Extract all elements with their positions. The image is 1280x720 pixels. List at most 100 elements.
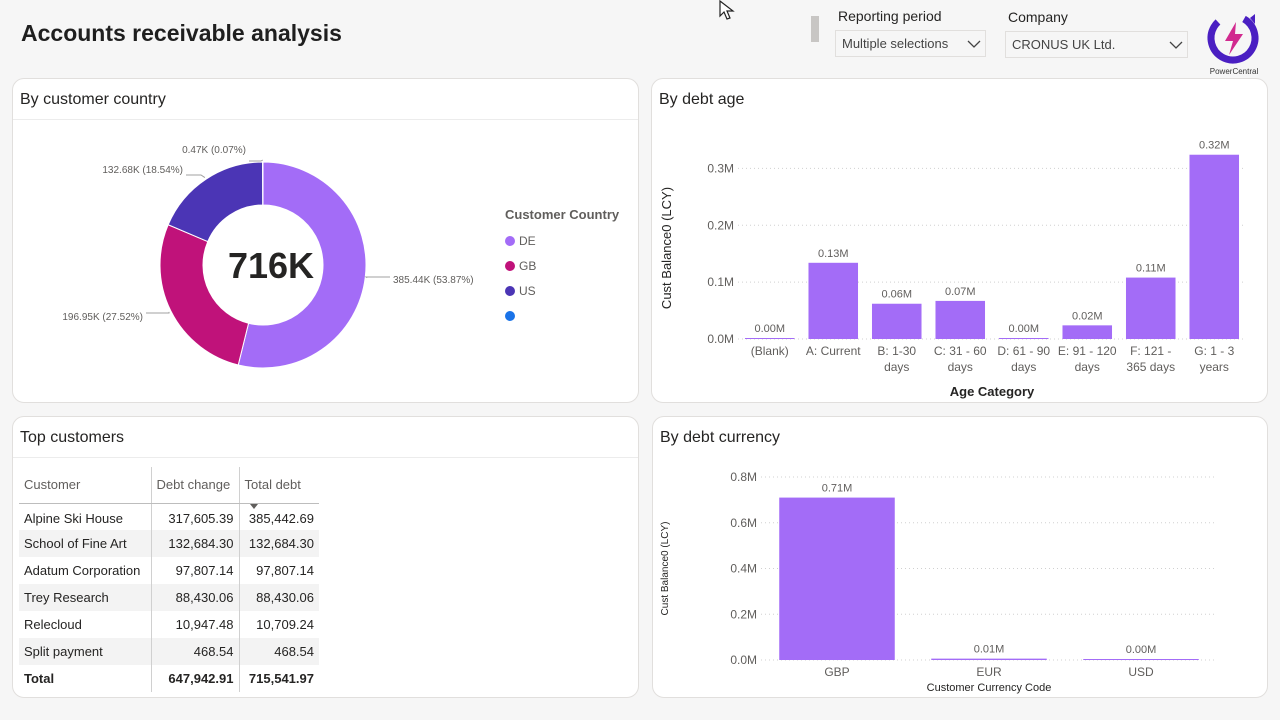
x-axis-title: Age Category — [950, 384, 1035, 399]
debt-change-cell: 468.54 — [151, 638, 240, 665]
bar-data-label: 0.02M — [1072, 310, 1103, 322]
debt-currency-card: By debt currency 0.0M 0.2M 0.4M 0.6M 0.8M 0.7… — [652, 416, 1268, 698]
chevron-down-icon — [967, 40, 981, 48]
card-title: By debt age — [659, 91, 745, 108]
bar[interactable] — [808, 262, 859, 339]
bar[interactable] — [931, 658, 1047, 660]
total-debt-cell: 385,442.69 — [248, 511, 314, 527]
bar-data-label: 0.32M — [1199, 140, 1230, 152]
legend-item-de[interactable]: DE — [505, 228, 619, 253]
card-divider — [13, 457, 638, 458]
bar-data-label: 0.00M — [1008, 323, 1039, 335]
customers-table: Customer Debt change Total debt Alpine S… — [19, 467, 319, 692]
bar-data-label: 0.01M — [974, 644, 1005, 656]
top-customers-card: Top customers Customer Debt change Total… — [12, 416, 639, 698]
legend-label: GB — [519, 258, 537, 273]
bar[interactable] — [1062, 325, 1113, 339]
legend-dot-icon — [505, 260, 515, 271]
debt-age-bar-chart: 0.0M 0.1M 0.2M 0.3M 0.00M (Blank) 0.13M A: Curr… — [659, 140, 1246, 399]
table-row[interactable]: Trey Research 88,430.06 88,430.06 — [19, 584, 319, 611]
x-tick-label: EUR — [976, 665, 1002, 679]
table-row[interactable]: Alpine Ski House 317,605.39 385,442.69 — [19, 503, 319, 530]
bar[interactable] — [744, 338, 795, 339]
card-title: By debt currency — [660, 429, 781, 446]
debt-change-cell: 10,947.48 — [151, 611, 240, 638]
bar[interactable] — [1189, 154, 1240, 339]
x-tick-label: D: 61 - 90 — [997, 344, 1050, 358]
x-tick-label: GBP — [824, 665, 849, 679]
x-tick-label: 365 days — [1126, 360, 1175, 374]
bar[interactable] — [1083, 659, 1199, 660]
debt-change-cell: 97,807.14 — [151, 557, 240, 584]
table-row[interactable]: Split payment 468.54 468.54 — [19, 638, 319, 665]
leader-line — [146, 311, 170, 314]
power-logo-icon — [1207, 12, 1259, 64]
bar-data-label: 0.06M — [881, 289, 912, 301]
y-tick-label: 0.2M — [707, 218, 734, 232]
legend-item-us[interactable]: US — [505, 278, 619, 303]
sort-descending-icon[interactable] — [250, 504, 258, 509]
bar[interactable] — [935, 300, 986, 339]
x-tick-label: years — [1200, 360, 1229, 374]
donut-slice-gb[interactable] — [159, 224, 250, 366]
legend-item-gb[interactable]: GB — [505, 253, 619, 278]
x-tick-label: C: 31 - 60 — [934, 344, 987, 358]
donut-chart: 385.44K (53.87%) 196.95K (27.52%) 132.68K … — [62, 145, 474, 369]
debt-currency-bar-chart: 0.0M 0.2M 0.4M 0.6M 0.8M 0.71M GBP 0.01M EUR 0.00… — [660, 470, 1217, 694]
table-row[interactable]: Relecloud 10,947.48 10,709.24 — [19, 611, 319, 638]
legend-label: DE — [519, 233, 536, 248]
company-label: Company — [1008, 9, 1068, 25]
chevron-down-icon — [1169, 41, 1183, 49]
company-value: CRONUS UK Ltd. — [1012, 37, 1116, 52]
debt-change-cell: 317,605.39 — [151, 503, 240, 530]
reporting-period-dropdown[interactable]: Multiple selections — [835, 30, 986, 57]
donut-center-value: 716K — [228, 245, 314, 286]
slice-data-label: 196.95K (27.52%) — [62, 312, 143, 323]
legend-title: Customer Country — [505, 207, 620, 222]
table-row[interactable]: Adatum Corporation 97,807.14 97,807.14 — [19, 557, 319, 584]
customer-cell: School of Fine Art — [19, 530, 152, 557]
leader-line — [186, 174, 206, 178]
column-header-customer[interactable]: Customer — [19, 467, 152, 504]
legend-dot-icon — [505, 235, 515, 246]
bar[interactable] — [1125, 277, 1176, 339]
total-debt-cell: 97,807.14 — [256, 563, 314, 578]
total-debt-cell: 88,430.06 — [239, 584, 319, 611]
x-tick-label: days — [1075, 360, 1100, 374]
table-total-row[interactable]: Total 647,942.91 715,541.97 — [19, 665, 319, 692]
x-tick-label: USD — [1128, 665, 1154, 679]
donut-slice-de[interactable] — [237, 161, 367, 369]
customer-cell: Adatum Corporation — [19, 557, 152, 584]
legend-dot-icon — [505, 310, 515, 321]
bar[interactable] — [998, 338, 1049, 339]
y-tick-label: 0.6M — [730, 516, 757, 530]
company-dropdown[interactable]: CRONUS UK Ltd. — [1005, 31, 1188, 58]
debt-change-cell: 88,430.06 — [151, 584, 240, 611]
bar[interactable] — [871, 303, 922, 339]
slice-data-label: 385.44K (53.87%) — [393, 275, 474, 286]
column-header-total-debt[interactable]: Total debt — [239, 467, 319, 504]
x-tick-label: G: 1 - 3 — [1194, 344, 1234, 358]
y-tick-label: 0.2M — [730, 607, 757, 621]
bar[interactable] — [779, 497, 895, 660]
x-tick-label: days — [884, 360, 909, 374]
mouse-pointer-icon — [719, 0, 735, 20]
x-tick-label: (Blank) — [751, 344, 789, 358]
bar-data-label: 0.11M — [1136, 263, 1166, 275]
table-row[interactable]: School of Fine Art 132,684.30 132,684.30 — [19, 530, 319, 557]
y-tick-label: 0.1M — [707, 275, 734, 289]
total-debt-cell: 10,709.24 — [256, 617, 314, 632]
column-header-debt-change[interactable]: Debt change — [151, 467, 240, 504]
card-divider — [13, 119, 638, 120]
y-tick-label: 0.4M — [730, 562, 757, 576]
x-tick-label: days — [948, 360, 973, 374]
customer-cell: Split payment — [19, 638, 152, 665]
slicer-handle[interactable] — [811, 16, 819, 42]
x-tick-label: F: 121 - — [1130, 344, 1171, 358]
bar-data-label: 0.71M — [822, 483, 853, 495]
x-tick-label: days — [1011, 360, 1036, 374]
legend-item-blank[interactable] — [505, 303, 619, 328]
customer-cell: Total — [19, 665, 152, 692]
chart-legend: Customer Country DE GB US — [505, 207, 619, 328]
x-axis-title: Customer Currency Code — [927, 682, 1052, 694]
